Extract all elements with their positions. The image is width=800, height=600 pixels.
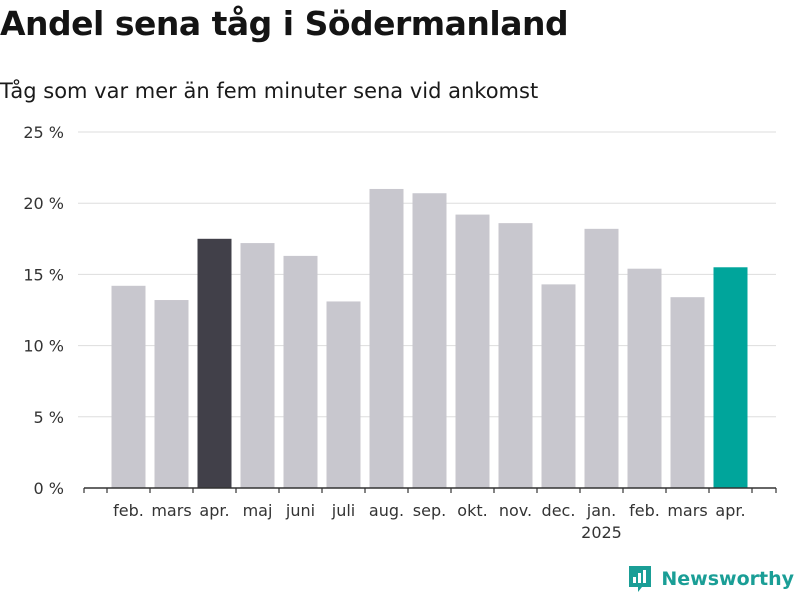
x-year-label: 2025 xyxy=(581,523,622,542)
bar-chart: 0 % 5 % 10 % 15 % 20 % 25 % feb. mars apr. maj jun… xyxy=(23,123,777,542)
x-tick-label: nov. xyxy=(499,501,532,520)
x-tick-label: feb. xyxy=(629,501,660,520)
y-tick-label: 10 % xyxy=(23,337,64,356)
newsworthy-brand: Newsworthy xyxy=(627,564,794,594)
brand-name: Newsworthy xyxy=(661,568,794,590)
x-tick-label: jan. xyxy=(586,501,616,520)
y-tick-label: 25 % xyxy=(23,123,64,142)
bar xyxy=(154,300,189,488)
x-tick-label: mars xyxy=(151,501,191,520)
chart-subtitle: Tåg som var mer än fem minuter sena vid … xyxy=(0,79,539,103)
bar xyxy=(412,193,447,488)
x-tick-label: okt. xyxy=(457,501,487,520)
bar xyxy=(240,243,275,488)
bars xyxy=(111,188,748,489)
y-tick-label: 15 % xyxy=(23,265,64,284)
bar xyxy=(627,268,662,488)
x-tick-label: dec. xyxy=(542,501,576,520)
bar xyxy=(369,188,404,488)
bar xyxy=(283,255,318,488)
bar xyxy=(584,228,619,488)
y-tick-label: 5 % xyxy=(34,408,64,427)
bar xyxy=(670,297,705,488)
bar xyxy=(498,223,533,489)
x-tick-label: apr. xyxy=(715,501,745,520)
axis-labels: 0 % 5 % 10 % 15 % 20 % 25 % feb. mars apr. maj jun… xyxy=(23,123,745,542)
x-tick-label: maj xyxy=(243,501,273,520)
x-tick-label: juli xyxy=(331,501,355,520)
x-axis xyxy=(83,487,777,493)
x-tick-label: sep. xyxy=(413,501,446,520)
bar xyxy=(713,267,748,488)
bar xyxy=(326,301,361,488)
chart-title: Andel sena tåg i Södermanland xyxy=(0,4,569,43)
bar xyxy=(197,238,232,488)
bar xyxy=(111,285,146,488)
x-tick-label: mars xyxy=(667,501,707,520)
newsworthy-logo-icon xyxy=(629,566,652,592)
x-tick-label: apr. xyxy=(199,501,229,520)
y-tick-label: 0 % xyxy=(34,479,64,498)
x-tick-label: aug. xyxy=(369,501,404,520)
x-tick-label: feb. xyxy=(113,501,144,520)
bar xyxy=(455,214,490,489)
x-tick-label: juni xyxy=(285,501,315,520)
bar xyxy=(541,284,576,488)
y-tick-label: 20 % xyxy=(23,194,64,213)
